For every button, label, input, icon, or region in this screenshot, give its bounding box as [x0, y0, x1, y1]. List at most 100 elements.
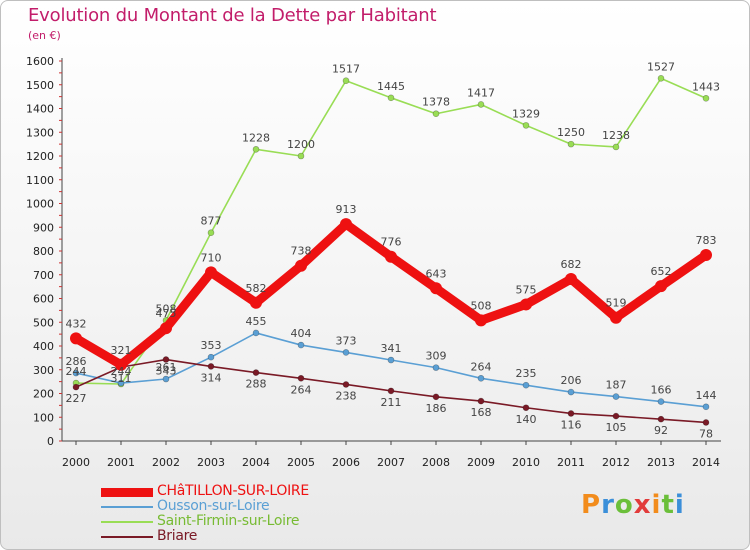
data-label-ch-tillon-sur-loire: 475	[156, 307, 177, 320]
y-tick-label: 1300	[26, 126, 54, 139]
data-point-ch-tillon-sur-loire	[610, 311, 622, 324]
data-point-briare	[387, 387, 395, 395]
data-point-saint-firmin-sur-loire	[252, 146, 260, 153]
data-point-saint-firmin-sur-loire	[522, 122, 530, 129]
data-point-saint-firmin-sur-loire	[207, 229, 215, 237]
data-point-briare	[567, 410, 575, 417]
data-label-saint-firmin-sur-loire: 1329	[512, 107, 540, 120]
data-point-saint-firmin-sur-loire	[612, 143, 620, 151]
data-point-ousson-sur-loire	[657, 398, 665, 405]
data-point-briare	[162, 356, 170, 363]
x-tick-label: 2010	[512, 456, 540, 469]
data-point-ch-tillon-sur-loire	[700, 249, 712, 262]
y-tick-label: 1200	[26, 150, 54, 163]
y-tick-label: 1100	[26, 174, 54, 187]
data-label-briare: 211	[381, 396, 402, 409]
data-point-ch-tillon-sur-loire	[520, 298, 532, 311]
data-point-ousson-sur-loire	[387, 356, 395, 364]
legend-swatch-briare	[101, 536, 153, 538]
y-tick-label: 800	[33, 245, 54, 258]
data-label-briare: 238	[336, 389, 357, 402]
x-tick-label: 2006	[332, 456, 360, 469]
y-tick-label: 200	[33, 388, 54, 401]
data-point-ch-tillon-sur-loire	[250, 296, 262, 309]
data-label-saint-firmin-sur-loire: 877	[201, 215, 222, 228]
x-tick-label: 2012	[602, 456, 630, 469]
data-label-ousson-sur-loire: 309	[426, 350, 447, 363]
series-layer	[70, 75, 712, 426]
data-point-briare	[72, 383, 80, 391]
data-point-ousson-sur-loire	[477, 374, 485, 382]
data-point-ousson-sur-loire	[567, 388, 575, 396]
data-point-briare	[657, 415, 665, 423]
data-point-briare	[477, 397, 485, 405]
data-point-ch-tillon-sur-loire	[295, 259, 307, 272]
y-tick-label: 600	[33, 293, 54, 306]
data-label-ousson-sur-loire: 235	[516, 367, 537, 380]
data-label-ch-tillon-sur-loire: 575	[516, 283, 537, 296]
x-tick-label: 2013	[647, 456, 675, 469]
data-label-briare: 105	[606, 421, 627, 434]
data-label-briare: 140	[516, 413, 537, 426]
data-point-briare	[432, 393, 440, 401]
legend-label-ousson: Ousson-sur-Loire	[157, 498, 270, 514]
x-tick-label: 2005	[287, 456, 315, 469]
data-point-briare	[342, 381, 350, 388]
x-tick-label: 2011	[557, 456, 585, 469]
data-label-ch-tillon-sur-loire: 652	[651, 265, 672, 278]
data-label-ch-tillon-sur-loire: 432	[66, 317, 87, 330]
data-label-ousson-sur-loire: 455	[246, 315, 267, 328]
data-label-ch-tillon-sur-loire: 682	[561, 258, 582, 271]
data-label-briare: 186	[426, 402, 447, 415]
data-point-ch-tillon-sur-loire	[475, 314, 487, 327]
data-label-saint-firmin-sur-loire: 1378	[422, 96, 450, 109]
data-point-saint-firmin-sur-loire	[477, 101, 485, 108]
data-point-ch-tillon-sur-loire	[160, 322, 172, 335]
data-point-saint-firmin-sur-loire	[432, 110, 440, 118]
data-label-ch-tillon-sur-loire: 776	[381, 236, 402, 249]
data-label-briare: 116	[561, 418, 582, 431]
data-label-saint-firmin-sur-loire: 1443	[692, 80, 720, 93]
x-tick-label: 2000	[62, 456, 90, 469]
x-tick-label: 2009	[467, 456, 495, 469]
data-point-briare	[522, 404, 530, 412]
y-tick-label: 1000	[26, 198, 54, 211]
data-label-briare: 264	[291, 383, 312, 396]
data-label-ch-tillon-sur-loire: 783	[696, 234, 717, 247]
data-label-briare: 343	[156, 365, 177, 378]
x-tick-label: 2008	[422, 456, 450, 469]
x-tick-label: 2014	[692, 456, 720, 469]
data-point-ch-tillon-sur-loire	[70, 332, 82, 345]
data-point-briare	[207, 363, 215, 370]
data-label-ch-tillon-sur-loire: 321	[111, 344, 132, 357]
data-point-ousson-sur-loire	[342, 349, 350, 356]
y-tick-label: 900	[33, 221, 54, 234]
y-tick-label: 1600	[26, 55, 54, 68]
data-label-ousson-sur-loire: 353	[201, 339, 222, 352]
data-label-ousson-sur-loire: 261	[156, 361, 177, 374]
data-point-briare	[252, 369, 260, 376]
data-label-briare: 227	[66, 392, 87, 405]
x-tick-label: 2001	[107, 456, 135, 469]
data-point-ch-tillon-sur-loire	[430, 282, 442, 295]
legend-swatch-saint-firmin	[101, 521, 153, 523]
data-point-saint-firmin-sur-loire	[567, 140, 575, 148]
data-point-ch-tillon-sur-loire	[385, 250, 397, 263]
data-label-briare: 78	[699, 427, 713, 440]
data-point-briare	[702, 419, 710, 426]
x-tick-label: 2007	[377, 456, 405, 469]
legend-swatch-ousson	[101, 506, 153, 508]
data-label-ch-tillon-sur-loire: 582	[246, 282, 267, 295]
data-label-ousson-sur-loire: 187	[606, 379, 627, 392]
data-point-ousson-sur-loire	[72, 369, 80, 377]
chart-title: Evolution du Montant de la Dette par Hab…	[28, 5, 437, 26]
data-label-ousson-sur-loire: 404	[291, 327, 312, 340]
data-label-saint-firmin-sur-loire: 1200	[287, 138, 315, 151]
data-label-ch-tillon-sur-loire: 519	[606, 297, 627, 310]
x-tick-label: 2003	[197, 456, 225, 469]
data-label-saint-firmin-sur-loire: 1445	[377, 80, 405, 93]
line-chart: 0 100 200 300 400 500 600 700 800 900 1000 1100 1200…	[26, 55, 721, 469]
data-point-ousson-sur-loire	[207, 353, 215, 361]
data-label-ch-tillon-sur-loire: 508	[471, 299, 492, 312]
